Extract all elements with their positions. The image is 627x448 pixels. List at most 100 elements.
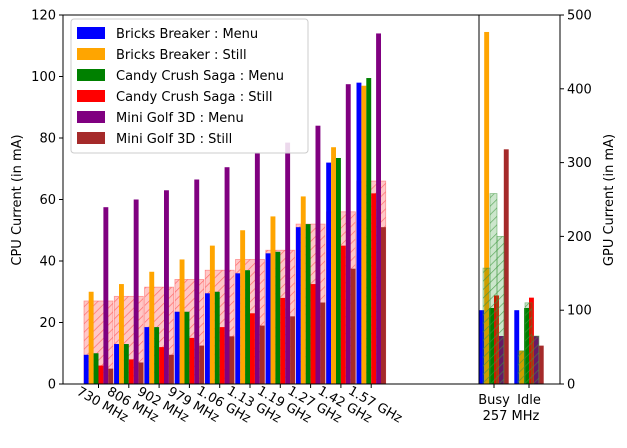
gpu-bar: [538, 345, 544, 384]
legend-swatch: [77, 48, 105, 60]
cpu-bar: [179, 259, 185, 384]
cpu-bar: [174, 311, 180, 384]
gpu-hatched-overlay-bar: [517, 350, 526, 385]
cpu-bar: [154, 327, 160, 384]
legend-layer: Bricks Breaker : Menu Bricks Breaker : St…: [70, 18, 309, 154]
cpu-bar: [164, 190, 169, 384]
cpu-bar: [331, 147, 336, 384]
cpu-bar: [366, 78, 372, 384]
gpu-hatched-overlay-bar: [496, 235, 505, 385]
cpu-bar: [340, 245, 346, 384]
gpu-x-tick-label: Idle: [517, 393, 541, 408]
cpu-bar: [381, 227, 386, 384]
cpu-bar: [285, 142, 291, 384]
gpu-bar: [514, 310, 520, 384]
gpu-x-tick-line: Idle: [517, 393, 541, 408]
cpu-bar: [209, 245, 215, 384]
cpu-bar: [229, 336, 235, 384]
cpu-bar: [205, 293, 210, 384]
y-tick-label: 0: [48, 378, 56, 393]
cpu-bar: [265, 253, 271, 384]
cpu-bar: [133, 199, 139, 384]
cpu-bar: [356, 82, 362, 385]
cpu-bar: [270, 216, 276, 384]
cpu-bar: [259, 325, 265, 384]
gpu-hatched-overlay-bar: [531, 335, 540, 385]
legend-entry: Mini Golf 3D : Still: [116, 132, 232, 147]
cpu-bar: [199, 345, 205, 384]
y2-tick-label: 0: [567, 378, 575, 393]
y-tick-label: 20: [39, 316, 56, 331]
cpu-bar: [361, 85, 367, 384]
cpu-bar: [123, 344, 129, 384]
gpu-bar: [503, 149, 509, 384]
legend-entry: Mini Golf 3D : Menu: [116, 111, 244, 126]
legend-entry: Candy Crush Saga : Still: [116, 90, 272, 105]
y2-tick-label: 400: [567, 82, 592, 97]
cpu-bar: [345, 84, 351, 384]
cpu-bar: [224, 167, 230, 384]
y2-axis-title: GPU Current (in mA): [602, 134, 617, 266]
cpu-bar: [305, 224, 311, 384]
cpu-bar: [144, 327, 150, 384]
cpu-bar: [371, 193, 377, 384]
gpu-x-tick-line: Busy: [478, 393, 510, 408]
legend-swatch: [77, 111, 105, 123]
gpu-x-tick-label: Busy 257 MHz: [478, 393, 539, 424]
cpu-bar: [214, 291, 220, 384]
cpu-bar: [275, 251, 281, 384]
cpu-bar: [290, 316, 295, 384]
cpu-bar: [240, 230, 246, 384]
y-tick-label: 40: [39, 255, 56, 270]
cpu-bar: [250, 313, 255, 384]
y2-tick-label: 500: [567, 9, 592, 24]
cpu-bar: [93, 353, 99, 384]
cpu-bar: [310, 284, 316, 384]
cpu-bar: [235, 273, 241, 384]
legend-box: [70, 18, 309, 154]
cpu-bar: [159, 347, 164, 384]
cpu-bar: [194, 179, 200, 384]
cpu-bar: [98, 365, 104, 384]
y2-tick-label: 200: [567, 230, 592, 245]
cpu-bar: [189, 337, 195, 384]
overlay-layer: [482, 193, 540, 385]
y-tick-label: 100: [31, 70, 56, 85]
cpu-bar: [128, 359, 134, 384]
y-tick-label: 80: [39, 132, 56, 147]
legend-entry: Candy Crush Saga : Menu: [116, 69, 284, 84]
gpu-hatched-overlay-bar: [524, 302, 533, 385]
cpu-bar: [88, 291, 94, 384]
cpu-bar: [103, 207, 109, 384]
cpu-bar: [280, 297, 286, 384]
legend-entry: Bricks Breaker : Menu: [116, 27, 258, 42]
cpu-bar: [326, 162, 332, 384]
cpu-bar: [114, 344, 119, 384]
legend-swatch: [77, 132, 105, 144]
gpu-hatched-overlay-bar: [482, 267, 491, 385]
cpu-bar: [320, 302, 326, 384]
cpu-bar: [83, 354, 89, 384]
cpu-bar: [168, 354, 174, 384]
legend-entry: Bricks Breaker : Still: [116, 48, 247, 63]
y-tick-label: 60: [39, 193, 56, 208]
cpu-bar: [315, 125, 321, 384]
legend-swatch: [77, 27, 105, 39]
cpu-bar: [245, 270, 250, 384]
gpu-bar: [479, 310, 485, 384]
cpu-bar: [300, 196, 306, 384]
y2-tick-label: 300: [567, 156, 592, 171]
legend-swatch: [77, 69, 105, 81]
cpu-bar: [184, 311, 190, 384]
legend-swatch: [77, 90, 105, 102]
cpu-bar: [149, 271, 155, 384]
gpu-hatched-overlay-bar: [489, 193, 498, 385]
cpu-bar: [108, 368, 114, 384]
cpu-bar: [119, 284, 124, 384]
cpu-bar: [254, 153, 260, 384]
gpu-x-tick-line: 257 MHz: [483, 409, 540, 424]
y-axis-title: CPU Current (in mA): [10, 134, 25, 265]
y2-tick-label: 100: [567, 304, 592, 319]
